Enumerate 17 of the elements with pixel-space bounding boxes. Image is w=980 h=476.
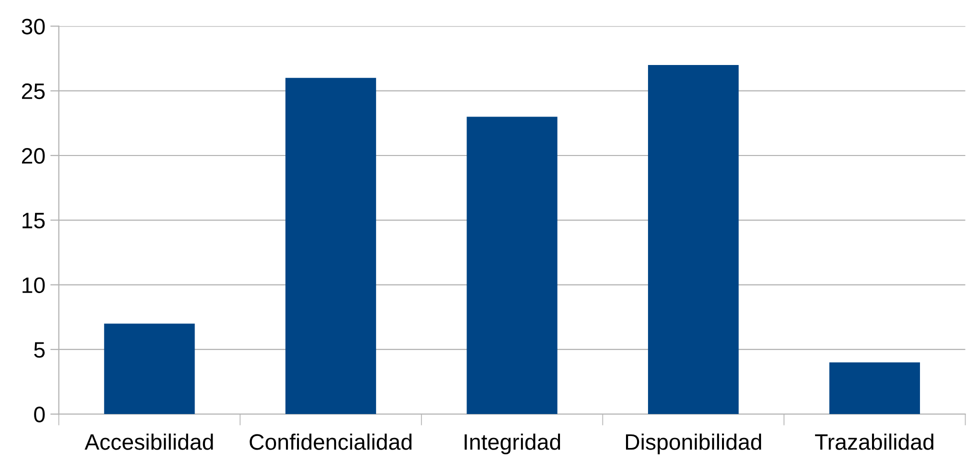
y-tick-label: 0 (34, 406, 45, 422)
bar (648, 64, 739, 414)
y-tick-label: 5 (34, 342, 45, 358)
x-tick-label: Trazabilidad (815, 434, 934, 450)
bar (829, 362, 920, 414)
x-tick-label: Accesibilidad (84, 434, 213, 450)
bar (466, 116, 558, 414)
bar (104, 324, 195, 414)
x-tick-label: Disponibilidad (626, 434, 762, 454)
y-tick-label: 15 (22, 212, 45, 228)
y-tick-label: 25 (22, 83, 45, 100)
y-tick-label: 30 (22, 18, 45, 34)
x-tick-label: Integridad (464, 434, 560, 454)
x-tick-label: Confidencialidad (250, 434, 412, 450)
y-tick-label: 20 (22, 148, 45, 164)
y-tick-label: 10 (22, 277, 45, 294)
bar (285, 78, 376, 414)
